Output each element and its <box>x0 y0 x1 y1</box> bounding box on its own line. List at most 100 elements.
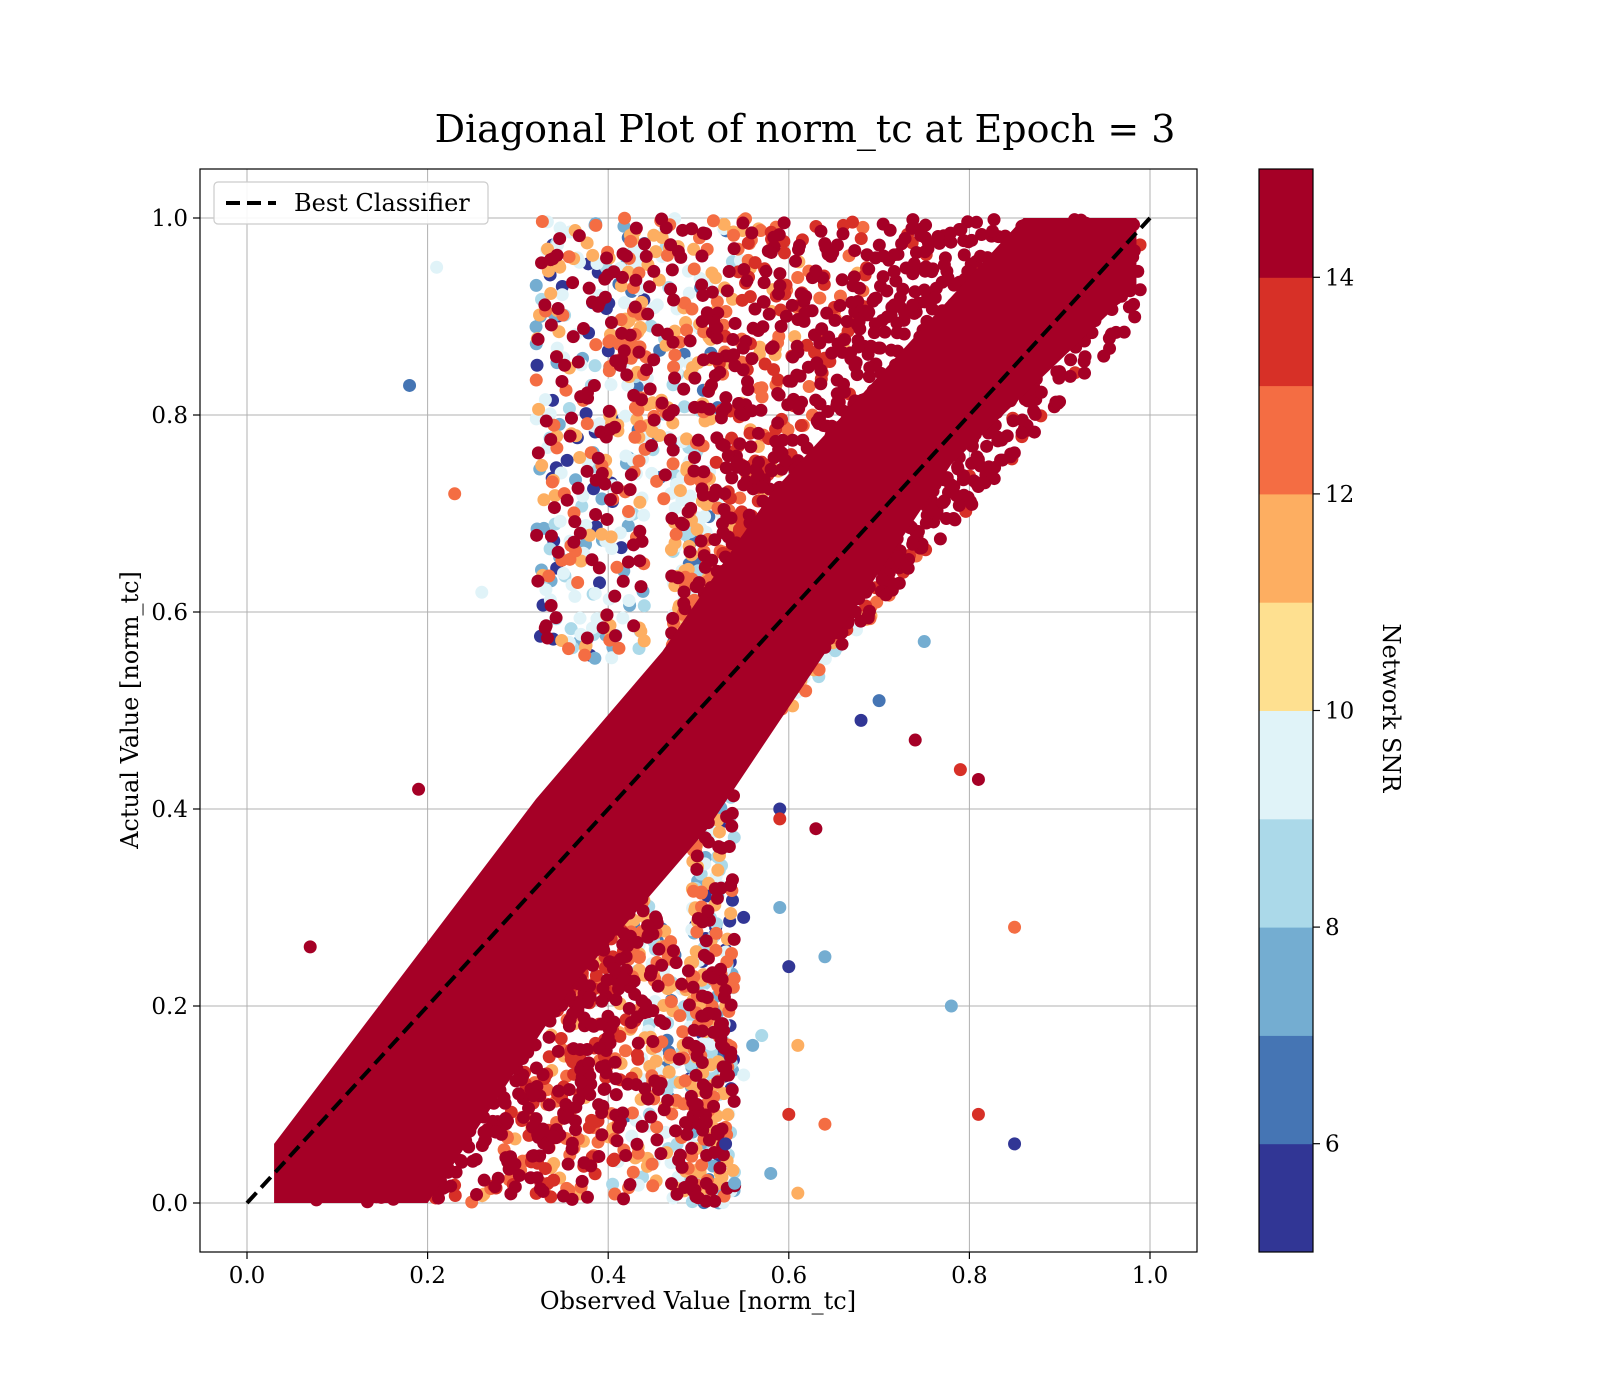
scatter-point <box>726 333 740 347</box>
scatter-point <box>538 298 552 312</box>
scatter-point <box>623 483 637 497</box>
scatter-point <box>666 944 680 958</box>
scatter-point <box>790 339 804 353</box>
scatter-point <box>567 535 581 549</box>
scatter-point <box>531 332 545 346</box>
outlier-point <box>746 1038 760 1052</box>
outlier-point <box>1008 920 1022 934</box>
scatter-point <box>621 1077 635 1091</box>
scatter-point <box>891 550 905 564</box>
scatter-point <box>577 322 591 336</box>
scatter-point <box>720 810 734 824</box>
scatter-point <box>595 1128 609 1142</box>
scatter-point <box>700 991 714 1005</box>
scatter-point <box>559 1098 573 1112</box>
scatter-point <box>1064 353 1078 367</box>
scatter-point <box>600 251 614 265</box>
scatter-point <box>714 411 728 425</box>
scatter-point <box>680 1127 694 1141</box>
scatter-point <box>676 1025 690 1039</box>
scatter-point <box>810 414 824 428</box>
scatter-point <box>580 1190 594 1204</box>
scatter-point <box>757 276 771 290</box>
scatter-point <box>848 359 862 373</box>
scatter-point <box>522 1101 536 1115</box>
outlier-point <box>773 802 787 816</box>
scatter-point <box>961 264 975 278</box>
scatter-point <box>697 948 711 962</box>
scatter-point <box>1051 396 1065 410</box>
scatter-point <box>835 273 849 287</box>
scatter-point <box>688 451 702 465</box>
scatter-point <box>562 250 576 264</box>
scatter-point <box>497 1091 511 1105</box>
scatter-point <box>684 501 698 515</box>
scatter-point <box>562 1083 576 1097</box>
scatter-point <box>654 1147 668 1161</box>
scatter-point <box>692 1042 706 1056</box>
scatter-point <box>867 326 881 340</box>
outlier-point <box>791 1038 805 1052</box>
scatter-point <box>633 495 647 509</box>
scatter-point <box>665 1177 679 1191</box>
scatter-point <box>798 306 812 320</box>
scatter-point <box>530 358 544 372</box>
scatter-point <box>914 229 928 243</box>
scatter-point <box>666 611 680 625</box>
scatter-point <box>580 631 594 645</box>
scatter-point <box>696 226 710 240</box>
scatter-point <box>565 1136 579 1150</box>
scatter-point <box>624 468 638 482</box>
scatter-point <box>736 341 750 355</box>
scatter-point <box>556 1189 570 1203</box>
scatter-point <box>675 1160 689 1174</box>
scatter-point <box>779 454 793 468</box>
x-tick-label: 0.4 <box>590 1263 627 1289</box>
scatter-point <box>529 320 543 334</box>
scatter-point <box>724 879 738 893</box>
scatter-point <box>695 1009 709 1023</box>
scatter-point <box>751 324 765 338</box>
scatter-point <box>580 417 594 431</box>
scatter-point <box>588 587 602 601</box>
scatter-point <box>727 1094 741 1108</box>
scatter-point <box>606 1177 620 1191</box>
scatter-point <box>630 1137 644 1151</box>
scatter-point <box>863 361 877 375</box>
scatter-point <box>644 1110 658 1124</box>
scatter-point <box>589 338 603 352</box>
scatter-point <box>786 433 800 447</box>
scatter-point <box>603 493 617 507</box>
scatter-point <box>836 227 850 241</box>
scatter-point <box>585 1113 599 1127</box>
scatter-point <box>672 1052 686 1066</box>
scatter-point <box>588 651 602 665</box>
outlier-point <box>818 1117 832 1131</box>
x-tick-label: 1.0 <box>1132 1263 1169 1289</box>
scatter-point <box>851 333 865 347</box>
scatter-point <box>695 249 709 263</box>
scatter-point <box>504 1187 518 1201</box>
scatter-point <box>551 1084 565 1098</box>
scatter-point <box>683 334 697 348</box>
scatter-point <box>971 452 985 466</box>
scatter-point <box>761 244 775 258</box>
scatter-point <box>572 229 586 243</box>
scatter-point <box>667 293 681 307</box>
scatter-point <box>957 234 971 248</box>
scatter-point <box>895 237 909 251</box>
scatter-point <box>665 263 679 277</box>
scatter-point <box>622 1001 636 1015</box>
scatter-point <box>622 594 636 608</box>
scatter-point <box>618 1044 632 1058</box>
scatter-point <box>646 1179 660 1193</box>
scatter-point <box>645 1157 659 1171</box>
scatter-point <box>698 560 712 574</box>
scatter-point <box>604 316 618 330</box>
scatter-point <box>699 1086 713 1100</box>
scatter-point <box>685 302 699 316</box>
scatter-point <box>553 232 567 246</box>
scatter-point <box>653 1014 667 1028</box>
scatter-point <box>741 383 755 397</box>
x-axis-ticks: 0.0 0.2 0.4 0.6 0.8 1.0 <box>229 1252 1169 1289</box>
